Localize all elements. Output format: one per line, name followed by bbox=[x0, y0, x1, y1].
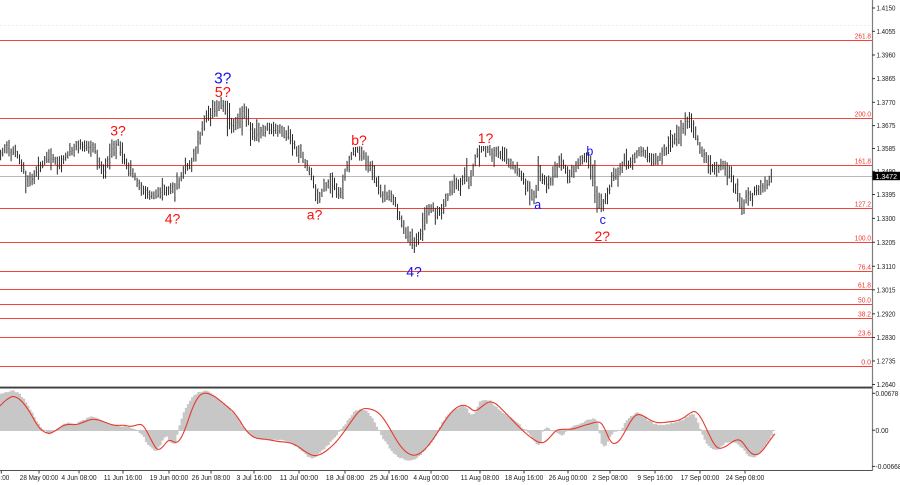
svg-text:1.3110: 1.3110 bbox=[877, 262, 896, 271]
svg-text:26 Aug 00:00: 26 Aug 00:00 bbox=[549, 473, 587, 482]
svg-text:28 May 00:00: 28 May 00:00 bbox=[20, 473, 58, 482]
svg-text:50.0: 50.0 bbox=[858, 295, 871, 304]
svg-text:1.3472: 1.3472 bbox=[876, 172, 898, 181]
svg-text:23.6: 23.6 bbox=[858, 328, 871, 337]
svg-text:1.3675: 1.3675 bbox=[877, 121, 896, 130]
svg-text:17 Sep 00:00: 17 Sep 00:00 bbox=[681, 473, 719, 482]
svg-text:18 Jul 08:00: 18 Jul 08:00 bbox=[326, 473, 364, 482]
svg-text:1.3865: 1.3865 bbox=[877, 74, 896, 83]
svg-text:19 Jun 00:00: 19 Jun 00:00 bbox=[150, 473, 188, 482]
svg-text:4?: 4? bbox=[406, 264, 422, 280]
svg-text:b?: b? bbox=[351, 132, 367, 148]
svg-text:5?: 5? bbox=[215, 85, 231, 101]
svg-text:1.4150: 1.4150 bbox=[877, 4, 896, 13]
svg-text:0.00: 0.00 bbox=[876, 426, 889, 435]
svg-text:4 Aug 00:00: 4 Aug 00:00 bbox=[413, 473, 448, 482]
svg-text:38.2: 38.2 bbox=[858, 309, 871, 318]
svg-text:1.2735: 1.2735 bbox=[877, 357, 896, 366]
svg-text:11 Aug 08:00: 11 Aug 08:00 bbox=[461, 473, 499, 482]
svg-text:1.2640: 1.2640 bbox=[877, 380, 896, 389]
svg-text:2?: 2? bbox=[595, 228, 611, 244]
svg-text:1.3395: 1.3395 bbox=[877, 190, 896, 199]
svg-text:4 Jun 08:00: 4 Jun 08:00 bbox=[61, 473, 96, 482]
svg-text:161.8: 161.8 bbox=[855, 156, 871, 165]
svg-text:1.3770: 1.3770 bbox=[877, 98, 896, 107]
svg-text:26 Jun 08:00: 26 Jun 08:00 bbox=[192, 473, 230, 482]
svg-text:1.4055: 1.4055 bbox=[877, 27, 896, 36]
svg-text:61.8: 61.8 bbox=[858, 280, 871, 289]
svg-text:4?: 4? bbox=[165, 211, 181, 227]
svg-text:18 Aug 16:00: 18 Aug 16:00 bbox=[505, 473, 543, 482]
svg-text:1.3205: 1.3205 bbox=[877, 238, 896, 247]
svg-text:24 Sep 08:00: 24 Sep 08:00 bbox=[726, 473, 764, 482]
svg-text:3?: 3? bbox=[214, 71, 232, 88]
svg-text:1.3300: 1.3300 bbox=[877, 214, 896, 223]
svg-text:16:00: 16:00 bbox=[0, 473, 9, 482]
svg-text:3?: 3? bbox=[110, 123, 126, 139]
svg-text:1.3960: 1.3960 bbox=[877, 51, 896, 60]
svg-text:-0.00668: -0.00668 bbox=[876, 462, 900, 471]
svg-text:a?: a? bbox=[307, 207, 323, 223]
svg-text:1.2830: 1.2830 bbox=[877, 333, 896, 342]
svg-text:b: b bbox=[586, 145, 593, 159]
svg-text:127.2: 127.2 bbox=[855, 199, 871, 208]
svg-text:1?: 1? bbox=[478, 130, 494, 146]
svg-text:261.8: 261.8 bbox=[855, 31, 871, 40]
svg-text:11 Jun 16:00: 11 Jun 16:00 bbox=[104, 473, 142, 482]
svg-text:0.00678: 0.00678 bbox=[876, 389, 899, 398]
svg-text:9 Sep 16:00: 9 Sep 16:00 bbox=[637, 473, 672, 482]
svg-text:76.4: 76.4 bbox=[858, 262, 871, 271]
svg-text:1.2920: 1.2920 bbox=[877, 309, 896, 318]
svg-text:1.3490: 1.3490 bbox=[877, 167, 896, 176]
svg-text:200.0: 200.0 bbox=[855, 109, 871, 118]
svg-text:11 Jul 00:00: 11 Jul 00:00 bbox=[280, 473, 318, 482]
svg-text:2 Sep 08:00: 2 Sep 08:00 bbox=[592, 473, 627, 482]
svg-text:100.0: 100.0 bbox=[855, 233, 871, 242]
svg-text:25 Jul 16:00: 25 Jul 16:00 bbox=[370, 473, 408, 482]
svg-text:a: a bbox=[534, 198, 541, 212]
svg-text:1.3015: 1.3015 bbox=[877, 285, 896, 294]
svg-text:3 Jul 16:00: 3 Jul 16:00 bbox=[236, 473, 271, 482]
svg-text:0.0: 0.0 bbox=[861, 357, 871, 366]
svg-text:c: c bbox=[600, 213, 606, 227]
svg-text:1.3585: 1.3585 bbox=[877, 144, 896, 153]
